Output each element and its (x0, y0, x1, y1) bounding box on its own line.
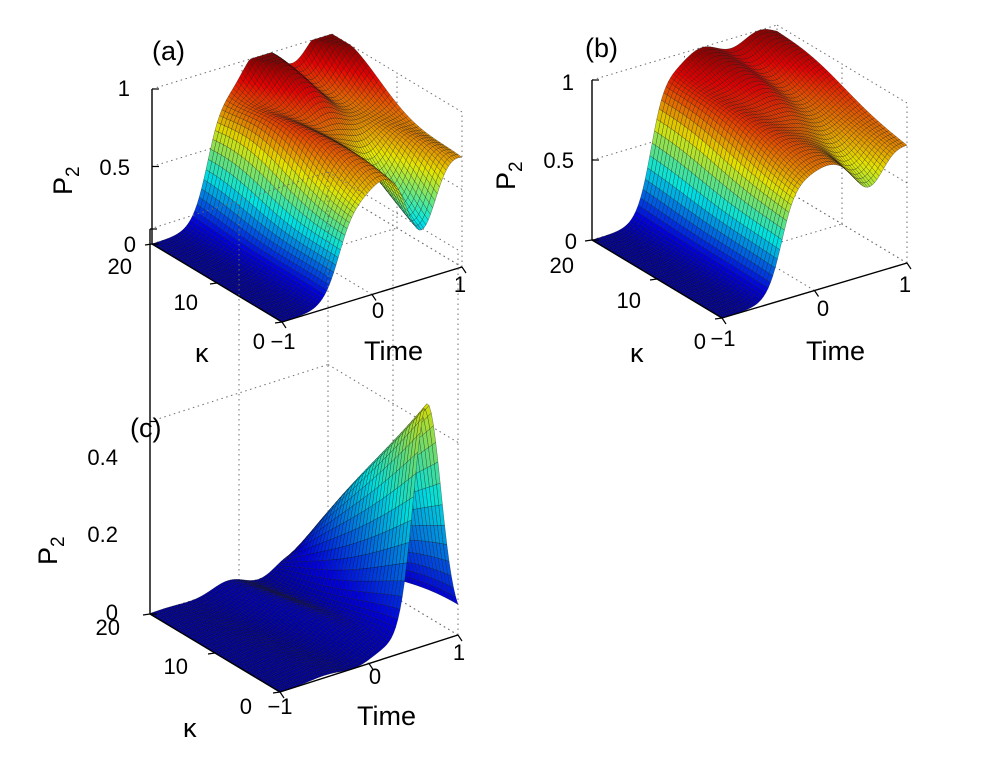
y-axis-label: κ (195, 338, 209, 368)
z-tick-label: 0.5 (99, 155, 130, 180)
z-axis-label-main: P (48, 177, 78, 195)
y-tick-mark (144, 243, 153, 246)
surface-layer (591, 29, 908, 319)
x-tick-label: 1 (454, 272, 466, 297)
y-tick-label: 20 (108, 254, 132, 279)
grid-line (151, 33, 333, 90)
grid-line (331, 33, 463, 113)
y-tick-mark (209, 282, 218, 285)
y-tick-mark (274, 321, 283, 324)
z-axis-label-sub: 2 (63, 166, 84, 177)
panel-label: (a) (152, 36, 185, 66)
z-tick-label: 1 (118, 76, 130, 101)
x-tick-label: 0 (372, 298, 384, 323)
y-tick-label: 0 (253, 329, 265, 354)
x-tick-mark (281, 321, 287, 329)
y-tick-label: 10 (174, 290, 198, 315)
surface-layer (151, 33, 463, 323)
z-axis-label: P2 (48, 166, 84, 195)
grid-line (151, 111, 333, 167)
x-tick-label: −1 (270, 329, 295, 354)
